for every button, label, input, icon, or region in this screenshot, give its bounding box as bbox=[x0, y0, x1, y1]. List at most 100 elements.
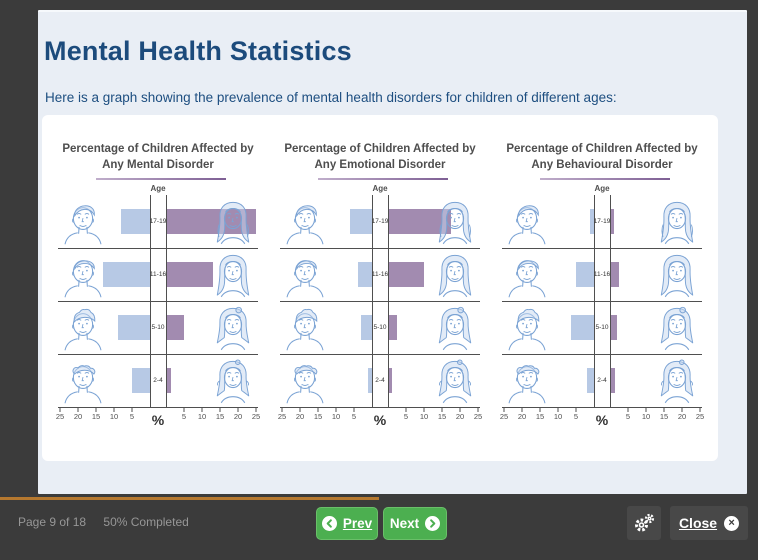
prev-button[interactable]: Prev bbox=[316, 507, 378, 540]
row-separator bbox=[58, 354, 258, 355]
age-tick-label: 5-10 bbox=[595, 324, 609, 331]
axis-tick-label: 20 bbox=[233, 412, 243, 421]
age-axis-label: Age bbox=[594, 184, 610, 193]
chevron-right-circle-icon bbox=[425, 516, 441, 531]
settings-button[interactable] bbox=[627, 506, 661, 540]
axis-tick-label: 25 bbox=[251, 412, 261, 421]
age-tick-label: 17-19 bbox=[371, 218, 389, 225]
chevron-left-circle-icon bbox=[321, 516, 337, 531]
axis-tick-label: 20 bbox=[455, 412, 465, 421]
bar-boys bbox=[368, 368, 372, 393]
axis-tick-label: 25 bbox=[277, 412, 287, 421]
x-axis bbox=[502, 407, 702, 412]
girl-face-icon bbox=[660, 254, 694, 298]
row-separator bbox=[280, 248, 480, 249]
next-button[interactable]: Next bbox=[383, 507, 447, 540]
row-separator bbox=[280, 301, 480, 302]
axis-tick-label: 10 bbox=[197, 412, 207, 421]
axis-tick-label: 15 bbox=[313, 412, 323, 421]
axis-tick-label: 10 bbox=[553, 412, 563, 421]
girl-face-icon bbox=[438, 359, 472, 404]
age-tick-label: 2-4 bbox=[597, 377, 607, 384]
axis-tick-label: 25 bbox=[473, 412, 483, 421]
age-tick-label: 11-16 bbox=[371, 271, 389, 278]
next-button-label: Next bbox=[389, 516, 420, 531]
age-tick-label: 2-4 bbox=[153, 377, 163, 384]
row-separator bbox=[58, 248, 258, 249]
x-axis bbox=[58, 407, 258, 412]
boy-face-icon bbox=[508, 260, 546, 298]
chart-title: Percentage of Children Affected by Any E… bbox=[284, 143, 476, 171]
chart-title-underline bbox=[96, 178, 226, 180]
boy-face-icon bbox=[286, 308, 324, 351]
x-axis bbox=[280, 407, 480, 412]
percent-symbol: % bbox=[373, 412, 387, 428]
age-tick-label: 17-19 bbox=[149, 218, 167, 225]
bar-girls bbox=[166, 368, 172, 393]
girl-face-icon bbox=[216, 201, 250, 245]
page-status: Page 9 of 18 bbox=[18, 515, 87, 529]
bar-boys bbox=[121, 209, 150, 234]
plot-area: 17-19 11-16 bbox=[58, 195, 258, 407]
page-title: Mental Health Statistics bbox=[44, 36, 352, 66]
axis-tick-label: 25 bbox=[55, 412, 65, 421]
page-subtitle: Here is a graph showing the prevalence o… bbox=[45, 90, 617, 105]
boy-face-icon bbox=[64, 205, 102, 245]
girl-face-icon bbox=[438, 254, 472, 298]
x-circle-icon: × bbox=[724, 515, 740, 531]
percent-symbol: % bbox=[151, 412, 165, 428]
axis-tick-label: 5 bbox=[573, 412, 579, 421]
bar-girls bbox=[388, 262, 424, 287]
axis-tick-label: 25 bbox=[695, 412, 705, 421]
boy-face-icon bbox=[508, 365, 546, 404]
bar-girls bbox=[610, 368, 616, 393]
age-row: 5-10 bbox=[58, 301, 258, 354]
age-axis-label: Age bbox=[372, 184, 388, 193]
bar-boys bbox=[132, 368, 150, 393]
girl-face-icon bbox=[216, 359, 250, 404]
bar-girls bbox=[166, 315, 184, 340]
axis-tick-label: 15 bbox=[215, 412, 225, 421]
axis-tick-label: 20 bbox=[677, 412, 687, 421]
axis-tick-label: 5 bbox=[625, 412, 631, 421]
chart-title: Percentage of Children Affected by Any M… bbox=[62, 143, 254, 171]
age-row: 11-16 bbox=[280, 248, 480, 301]
axis-tick-label: 10 bbox=[109, 412, 119, 421]
axis-tick-label: 25 bbox=[499, 412, 509, 421]
row-separator bbox=[502, 248, 702, 249]
close-button-label: Close bbox=[678, 515, 718, 531]
bar-girls bbox=[610, 209, 614, 234]
age-row: 17-19 bbox=[502, 195, 702, 248]
age-row: 2-4 bbox=[58, 354, 258, 407]
plot-area: 17-19 11-16 bbox=[502, 195, 702, 407]
axis-tick-label: 15 bbox=[91, 412, 101, 421]
age-axis-label: Age bbox=[150, 184, 166, 193]
prev-button-label: Prev bbox=[342, 516, 373, 531]
girl-face-icon bbox=[438, 201, 472, 245]
age-tick-label: 11-16 bbox=[149, 271, 167, 278]
axis-tick-label: 10 bbox=[419, 412, 429, 421]
axis-tick-label: 15 bbox=[437, 412, 447, 421]
bar-boys bbox=[576, 262, 594, 287]
age-row: 17-19 bbox=[280, 195, 480, 248]
age-row: 2-4 bbox=[280, 354, 480, 407]
age-tick-label: 11-16 bbox=[593, 271, 611, 278]
axis-tick-label: 15 bbox=[659, 412, 669, 421]
age-row: 5-10 bbox=[280, 301, 480, 354]
axis-tick-label: 10 bbox=[331, 412, 341, 421]
age-tick-label: 2-4 bbox=[375, 377, 385, 384]
page-status-bar: Page 9 of 18 50% Completed bbox=[18, 515, 203, 529]
bar-boys bbox=[590, 209, 594, 234]
boy-face-icon bbox=[64, 365, 102, 404]
axis-tick-label: 5 bbox=[129, 412, 135, 421]
axis-tick-label: 5 bbox=[403, 412, 409, 421]
charts-panel: Percentage of Children Affected by Any M… bbox=[42, 115, 718, 461]
bar-boys bbox=[361, 315, 372, 340]
slide: Mental Health Statistics Here is a graph… bbox=[38, 10, 747, 494]
age-tick-label: 17-19 bbox=[593, 218, 611, 225]
row-separator bbox=[502, 354, 702, 355]
axis-tick-label: 20 bbox=[517, 412, 527, 421]
axis-tick-label: 10 bbox=[641, 412, 651, 421]
close-button[interactable]: Close × bbox=[670, 506, 748, 540]
